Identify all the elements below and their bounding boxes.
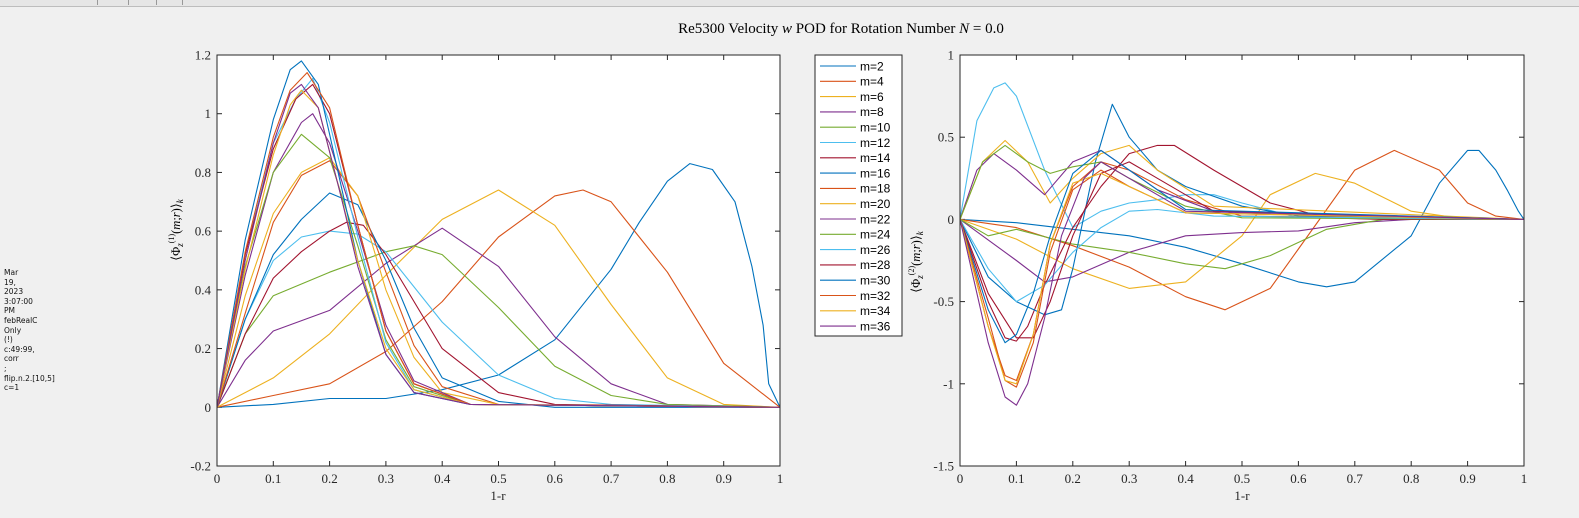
x-tick-label: 0.3 (378, 471, 394, 486)
x-tick-label: 0.1 (265, 471, 281, 486)
toolbar-divider (182, 0, 183, 5)
series-line-m-2 (216, 163, 781, 408)
x-tick-label: 0.1 (1008, 471, 1024, 486)
x-tick-label: 1 (1521, 471, 1528, 486)
legend-entry: m=32 (860, 289, 891, 303)
x-tick-label: 0.6 (547, 471, 564, 486)
legend-entry: m=10 (860, 121, 891, 135)
toolbar-divider (156, 0, 157, 5)
axes-box (959, 54, 1525, 467)
legend-entry: m=8 (860, 105, 884, 119)
legend-entry: m=18 (860, 182, 891, 196)
series-line-m-10 (216, 245, 781, 408)
x-tick-label: 0.9 (716, 471, 732, 486)
series-line-m-36 (959, 161, 1525, 406)
series-line-m-30 (959, 149, 1525, 344)
y-tick-label: 0.4 (195, 282, 212, 297)
right-panel: 0 0.1 0.2 0.3 0.4 0.5 0.6 0.7 0.8 0.9 1 -1.5 -1 -0.5 0… (933, 48, 1527, 487)
series-line-m-12 (959, 82, 1525, 229)
toolbar-divider (128, 0, 129, 5)
x-tick-label: 0.8 (659, 471, 675, 486)
left-xlabel: 1-r (490, 488, 506, 503)
toolbar-divider (97, 0, 98, 5)
legend-entry: m=20 (860, 197, 891, 211)
legend-entry: m=4 (860, 75, 884, 89)
x-tick-label: 0.2 (321, 471, 337, 486)
y-tick-label: 0.5 (938, 130, 954, 145)
legend-entry: m=12 (860, 136, 891, 150)
x-tick-label: 0.7 (603, 471, 620, 486)
right-ylabel: ⟨Φz(2)(m;r)⟩k (907, 230, 925, 292)
plot-area (960, 55, 1524, 466)
y-tick-label: -1.5 (933, 459, 954, 474)
y-tick-label: 0.8 (195, 165, 211, 180)
y-tick-label: 1.2 (195, 48, 211, 63)
series-line-m-24 (216, 133, 781, 408)
x-tick-label: 0.8 (1403, 471, 1419, 486)
y-tick-label: -0.5 (933, 294, 954, 309)
x-tick-label: 0.2 (1065, 471, 1081, 486)
x-tick-label: 0.9 (1459, 471, 1475, 486)
axes-box (216, 54, 781, 467)
legend-entry: m=24 (860, 228, 891, 242)
legend-entry: m=6 (860, 90, 884, 104)
y-tick-label: -1 (943, 376, 954, 391)
legend-entry: m=2 (860, 59, 884, 73)
left-panel: 0 0.1 0.2 0.3 0.4 0.5 0.6 0.7 0.8 0.9 1-0.200.20.4… (190, 48, 783, 487)
series-line-m-4 (216, 189, 781, 408)
x-tick-label: 0.4 (1177, 471, 1194, 486)
series-line-m-34 (959, 172, 1525, 385)
series-line-m-8 (216, 227, 781, 408)
legend-entry: m=34 (860, 304, 891, 318)
series-line-m-32 (216, 72, 781, 408)
legend: m=2 m=4m=6m=8 m=10m=12m=14m=16 m=18m=20m=22… (814, 54, 903, 337)
x-tick-label: 1 (777, 471, 784, 486)
series-line-m-2 (959, 149, 1525, 288)
legend-entry: m=36 (860, 319, 891, 333)
x-tick-label: 0.7 (1347, 471, 1364, 486)
y-tick-label: 0.6 (195, 224, 212, 239)
x-tick-label: 0.6 (1290, 471, 1307, 486)
legend-entry: m=14 (860, 151, 891, 165)
plot-area (217, 55, 780, 466)
legend-box (814, 54, 903, 337)
y-tick-label: -0.2 (190, 459, 211, 474)
y-tick-label: 0 (205, 400, 212, 415)
right-xlabel: 1-r (1234, 488, 1250, 503)
x-tick-label: 0.3 (1121, 471, 1137, 486)
legend-entry: m=22 (860, 212, 891, 226)
chart-title: Re5300 Velocity w POD for Rotation Numbe… (678, 21, 1004, 37)
legend-entry: m=30 (860, 274, 891, 288)
x-tick-label: 0.4 (434, 471, 451, 486)
x-tick-label: 0 (214, 471, 221, 486)
series-line-m-36 (216, 83, 781, 408)
x-tick-label: 0 (957, 471, 964, 486)
series-line-m-22 (959, 149, 1525, 220)
legend-entry: m=28 (860, 258, 891, 272)
series-line-m-18 (959, 161, 1525, 382)
y-tick-label: 0 (948, 212, 955, 227)
y-tick-label: 1 (205, 106, 212, 121)
series-line-m-6 (216, 189, 781, 408)
legend-entry: m=26 (860, 243, 891, 257)
series-line-m-16 (959, 103, 1525, 316)
figure-annotation: Mar 19, 2023 3:07:00 PM febRealC Only (!… (4, 268, 55, 393)
window-top-strip (0, 0, 1579, 7)
left-ylabel: ⟨Φz(1)(m;r)⟩k (167, 198, 185, 260)
series-line-m-20 (959, 139, 1525, 220)
series-line-m-22 (216, 113, 781, 408)
series-line-m-4 (959, 149, 1525, 311)
x-tick-label: 0.5 (1234, 471, 1250, 486)
series-line-m-20 (216, 157, 781, 408)
legend-entry: m=16 (860, 166, 891, 180)
y-tick-label: 0.2 (195, 341, 211, 356)
series-line-m-28 (959, 161, 1525, 339)
x-tick-label: 0.5 (490, 471, 506, 486)
y-tick-label: 1 (948, 48, 955, 63)
